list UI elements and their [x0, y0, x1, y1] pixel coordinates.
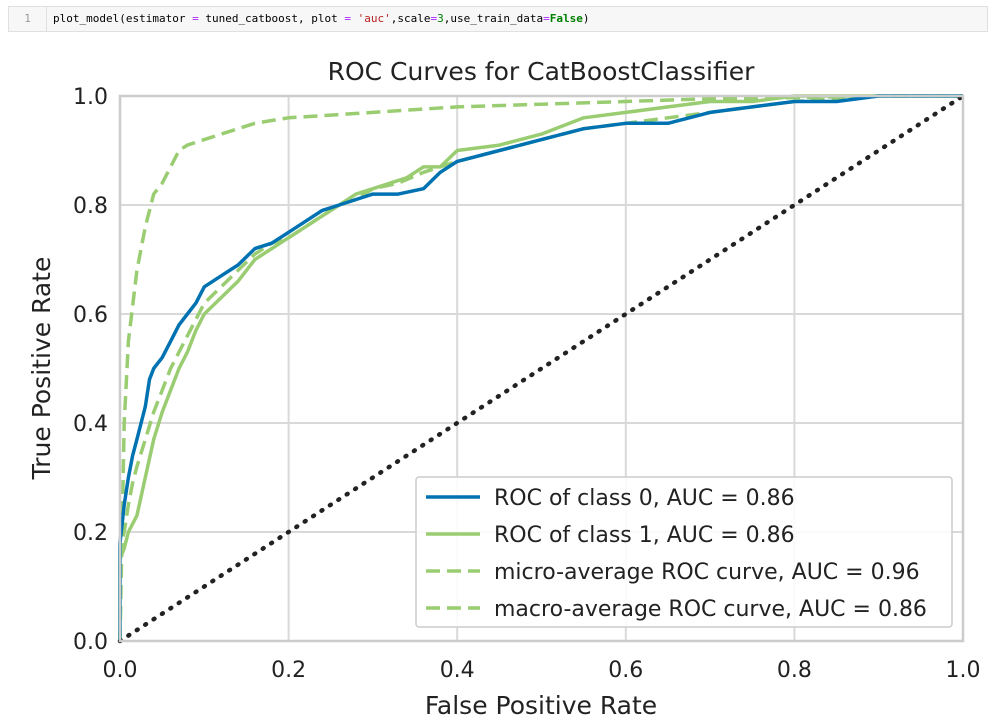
- y-tick-label: 0.4: [73, 412, 108, 437]
- code-token: =: [543, 12, 550, 25]
- code-token: ,scale: [390, 12, 431, 25]
- series-line-3: [118, 94, 963, 641]
- code-token: =: [430, 12, 438, 25]
- y-tick-label: 0.0: [73, 630, 108, 655]
- code-token: plot_model(estimator: [53, 12, 193, 25]
- y-tick-label: 1.0: [73, 85, 108, 110]
- x-tick-label: 0.6: [608, 658, 643, 683]
- code-cell[interactable]: 1 plot_model(estimator = tuned_catboost,…: [8, 6, 988, 32]
- legend-box: [415, 476, 953, 628]
- x-tick-label: 1.0: [946, 658, 981, 683]
- code-token: False: [549, 12, 583, 25]
- x-tick-label: 0.2: [271, 658, 306, 683]
- x-axis-label: False Positive Rate: [425, 691, 657, 719]
- legend-label: micro-average ROC curve, AUC = 0.96: [494, 560, 920, 585]
- tick-labels: 0.0 0.2 0.4 0.6 0.8 1.0 0.0 0.2 0.4 0.6 0.8 1.0: [73, 85, 981, 683]
- x-tick-label: 0.8: [777, 658, 812, 683]
- code-token: 3: [437, 12, 444, 25]
- line-number: 1: [9, 7, 47, 31]
- plot-series: [117, 93, 966, 644]
- x-tick-label: 0.4: [440, 658, 475, 683]
- legend-label: ROC of class 1, AUC = 0.86: [494, 523, 795, 548]
- y-tick-label: 0.2: [73, 521, 108, 546]
- plot-frame: [118, 94, 965, 643]
- series-line-0: [118, 94, 963, 641]
- series-line-2: [118, 94, 963, 642]
- code-token: ): [582, 12, 590, 25]
- legend-label: macro-average ROC curve, AUC = 0.86: [494, 597, 927, 622]
- code-token: tuned_catboost, plot: [198, 12, 345, 25]
- code-token: =: [344, 12, 352, 25]
- code-token: [351, 12, 358, 25]
- y-axis-label: True Positive Rate: [27, 257, 56, 481]
- x-tick-label: 0.0: [103, 658, 138, 683]
- code-token: ,use_train_data: [443, 12, 544, 25]
- legend: ROC of class 0, AUC = 0.86 ROC of class 1…: [415, 476, 953, 628]
- code-token: =: [192, 12, 199, 25]
- code-token: 'auc': [357, 12, 391, 25]
- series-line-1: [118, 94, 963, 641]
- legend-label: ROC of class 0, AUC = 0.86: [494, 486, 795, 511]
- diagonal-reference-line: [117, 93, 966, 644]
- chart-title: ROC Curves for CatBoostClassifier: [328, 57, 755, 86]
- code-line[interactable]: plot_model(estimator = tuned_catboost, p…: [53, 7, 590, 31]
- y-tick-label: 0.6: [73, 303, 108, 328]
- roc-chart: ROC Curves for CatBoostClassifier 0.0 0.2…: [27, 57, 981, 719]
- y-tick-label: 0.8: [73, 194, 108, 219]
